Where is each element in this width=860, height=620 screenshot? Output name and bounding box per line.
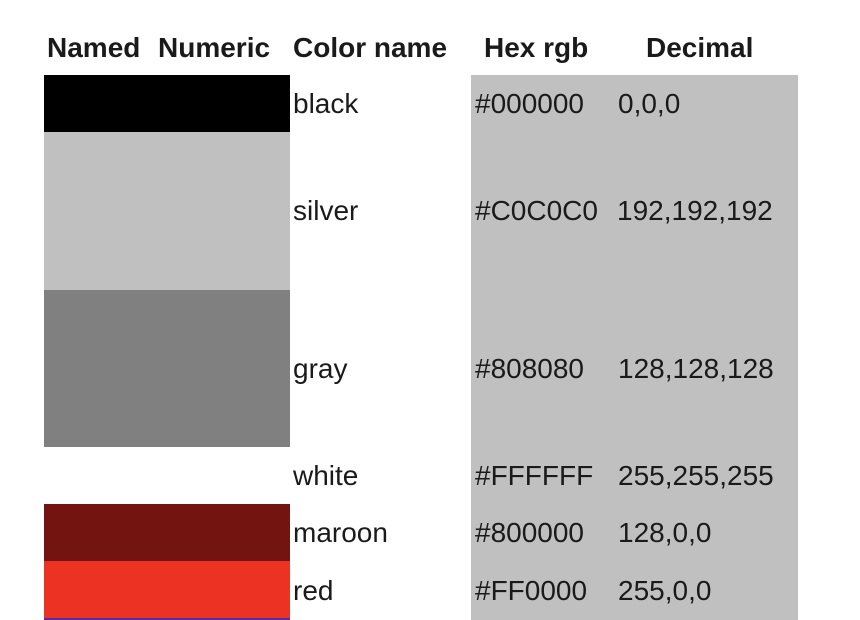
header-named: Named (47, 32, 141, 63)
color-swatch-maroon (44, 504, 290, 561)
swatch-bottom-border (44, 618, 290, 620)
color-name-cell: gray (293, 352, 348, 384)
decimal-cell: 128,0,0 (618, 516, 712, 548)
header-decimal: Decimal (646, 32, 754, 63)
hex-cell: #808080 (475, 352, 585, 384)
decimal-cell: 255,0,0 (618, 574, 712, 606)
hex-decimal-column-background (471, 75, 798, 620)
hex-cell: #FFFFFF (475, 459, 594, 491)
table-row-black: black #000000 0,0,0 (0, 75, 860, 132)
header-hex-rgb: Hex rgb (484, 32, 589, 63)
decimal-cell: 255,255,255 (618, 459, 774, 491)
table-row-red: red #FF0000 255,0,0 (0, 561, 860, 620)
color-swatch-red (44, 561, 290, 620)
table-row-white: white #FFFFFF 255,255,255 (0, 447, 860, 504)
decimal-cell: 0,0,0 (618, 87, 681, 119)
table-row-maroon: maroon #800000 128,0,0 (0, 504, 860, 561)
color-name-cell: maroon (293, 516, 388, 548)
color-swatch-black (44, 75, 290, 132)
table-row-silver: silver #C0C0C0 192,192,192 (0, 132, 860, 290)
hex-cell: #800000 (475, 516, 585, 548)
hex-cell: #000000 (475, 87, 585, 119)
decimal-cell: 192,192,192 (617, 195, 773, 226)
color-swatch-silver (44, 132, 290, 290)
color-swatch-gray (44, 290, 290, 447)
hex-cell: #FF0000 (475, 574, 588, 606)
color-swatch-white (44, 447, 290, 504)
color-name-cell: white (293, 459, 359, 491)
color-name-cell: silver (293, 195, 359, 226)
header-numeric: Numeric (158, 32, 271, 63)
color-name-cell: red (293, 574, 334, 606)
color-name-cell: black (293, 87, 359, 119)
table-row-gray: gray #808080 128,128,128 (0, 290, 860, 447)
decimal-cell: 128,128,128 (618, 352, 774, 384)
header-color-name: Color name (293, 32, 448, 63)
hex-cell: #C0C0C0 (475, 195, 598, 226)
